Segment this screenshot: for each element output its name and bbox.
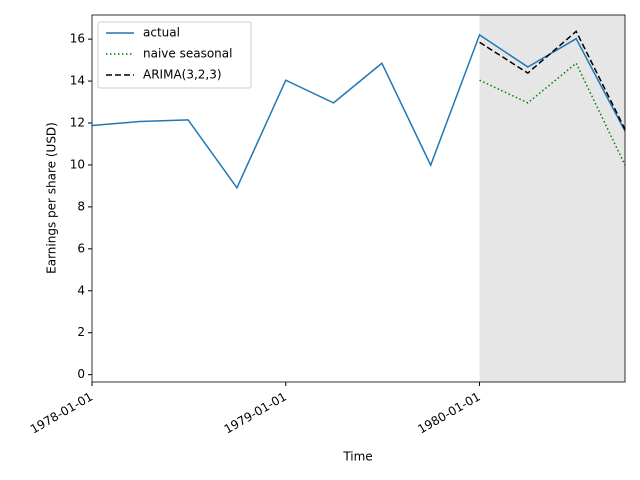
legend-label: naive seasonal <box>143 47 232 61</box>
series-line <box>91 33 626 190</box>
y-tick-label: 12 <box>70 116 85 130</box>
y-tick-label: 16 <box>70 32 85 46</box>
series-line <box>479 62 626 166</box>
x-tick-label: 1978-01-01 <box>28 390 95 437</box>
series-line <box>479 30 626 130</box>
y-axis-label: Earnings per share (USD) <box>45 122 59 274</box>
x-tick-label: 1980-01-01 <box>415 390 482 437</box>
y-tick-label: 8 <box>77 199 85 213</box>
plot-frame <box>91 14 626 383</box>
legend-box <box>97 21 252 89</box>
x-tick-label: 1979-01-01 <box>222 390 289 437</box>
y-tick-label: 6 <box>77 241 85 255</box>
x-axis-label: Time <box>342 450 372 464</box>
y-tick-label: 4 <box>77 283 85 297</box>
legend-label: actual <box>143 26 180 40</box>
y-tick-label: 10 <box>70 157 85 171</box>
y-tick-label: 14 <box>70 74 85 88</box>
forecast-span <box>479 15 625 382</box>
y-tick-label: 2 <box>77 325 85 339</box>
legend-label: ARIMA(3,2,3) <box>143 68 222 82</box>
y-tick-label: 0 <box>77 367 85 381</box>
